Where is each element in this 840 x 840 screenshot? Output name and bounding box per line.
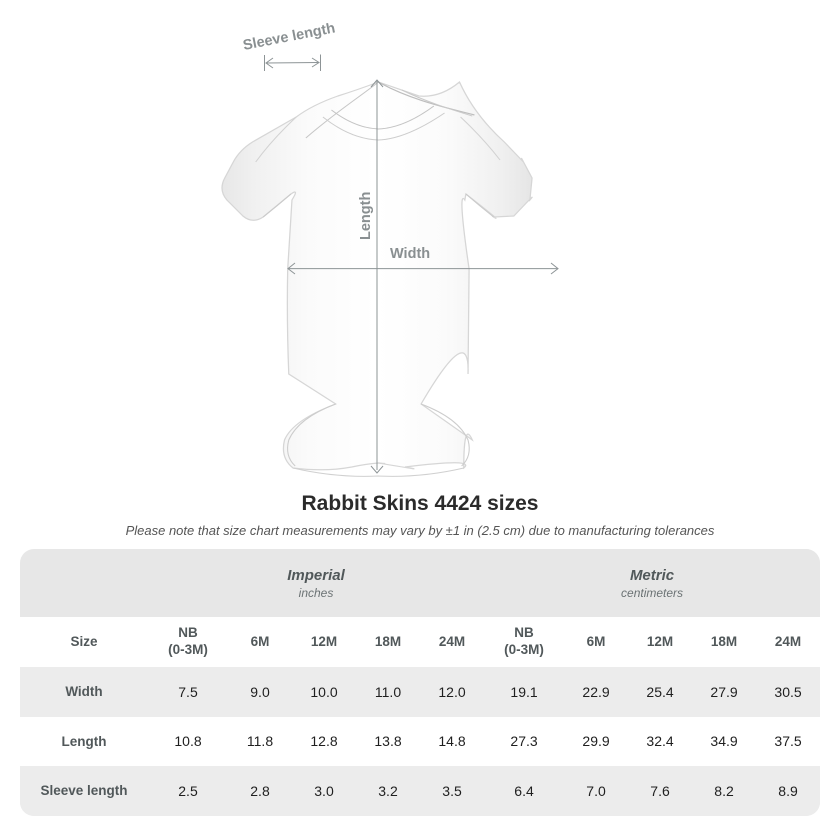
svg-text:Length: Length bbox=[358, 192, 374, 240]
svg-text:Width: Width bbox=[390, 246, 430, 262]
svg-text:Sleeve length: Sleeve length bbox=[242, 20, 337, 54]
